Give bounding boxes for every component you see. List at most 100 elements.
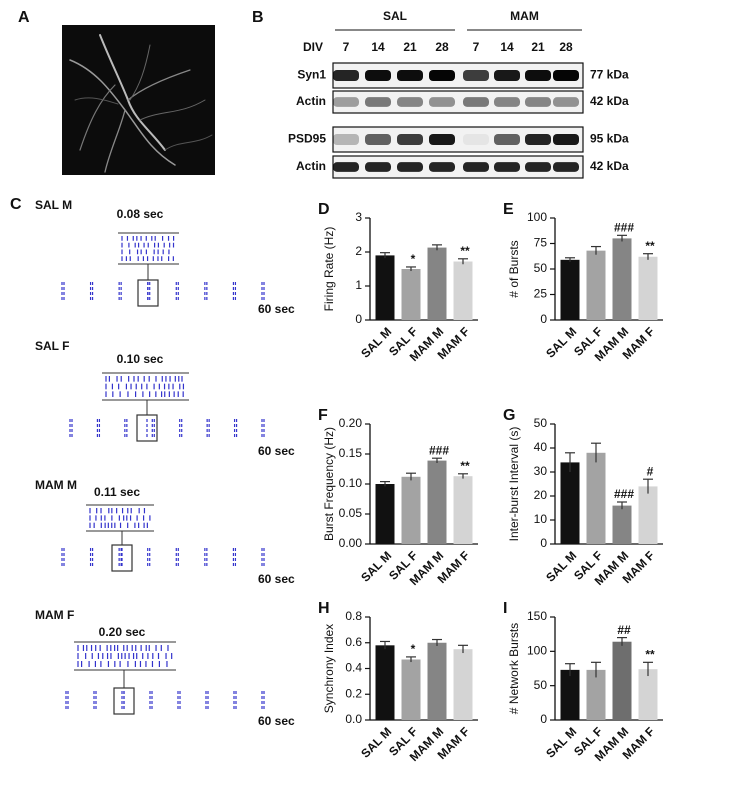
y-tick-label: 1 (355, 278, 362, 292)
bar (375, 645, 395, 720)
y-tick-label: 0.00 (339, 536, 363, 550)
duration-label: 60 sec (258, 444, 295, 458)
significance: ### (614, 487, 634, 501)
y-axis-label: Inter-burst Interval (s) (507, 427, 521, 542)
blot-band (429, 97, 455, 107)
significance: ### (614, 221, 634, 235)
zoom-box (137, 279, 159, 307)
group-label: MAM (510, 9, 539, 23)
row-label: Actin (296, 94, 326, 108)
bar (586, 669, 606, 720)
recording-name: SAL F (35, 339, 69, 353)
significance: ** (460, 459, 470, 473)
row-label: Syn1 (297, 68, 326, 82)
bar (427, 247, 447, 320)
y-tick-label: 150 (527, 609, 547, 623)
panel-label: G (503, 407, 515, 424)
zoom-box (111, 544, 133, 572)
bar (401, 269, 421, 320)
window-label: 0.08 sec (117, 207, 164, 221)
blot-band (397, 70, 423, 81)
significance: ### (429, 443, 449, 457)
blot-band (333, 162, 359, 172)
blot-band (494, 134, 520, 145)
y-tick-label: 20 (534, 488, 548, 502)
y-tick-label: 75 (534, 236, 548, 250)
row-label: PSD95 (288, 132, 326, 146)
div-value: 14 (500, 40, 514, 54)
y-tick-label: 0 (540, 536, 547, 550)
blot-band (463, 134, 489, 145)
blot-band (525, 134, 551, 145)
size-label: 42 kDa (590, 159, 629, 173)
size-label: 42 kDa (590, 94, 629, 108)
row-label: Actin (296, 159, 326, 173)
size-label: 95 kDa (590, 132, 629, 146)
blot-band (365, 70, 391, 81)
bar (375, 255, 395, 320)
significance: ** (645, 239, 655, 253)
duration-label: 60 sec (258, 572, 295, 586)
div-value: 28 (435, 40, 449, 54)
bar (401, 476, 421, 544)
blot-band (553, 97, 579, 107)
raster: SAL F 0.10 sec 60 sec (35, 339, 295, 458)
bar (401, 659, 421, 720)
window-label: 0.11 sec (94, 485, 140, 499)
y-axis-label: # of Bursts (507, 240, 521, 297)
recording-name: MAM F (35, 608, 74, 622)
blot-band (429, 162, 455, 172)
raster: MAM F 0.20 sec 60 sec (35, 608, 295, 728)
div-label: DIV (303, 40, 323, 54)
bar (375, 484, 395, 544)
blot-band (553, 162, 579, 172)
blot-band (525, 70, 551, 81)
y-axis-label: Firing Rate (Hz) (322, 227, 336, 312)
y-tick-label: 0.6 (345, 635, 362, 649)
blot-band (333, 134, 359, 145)
blot-band (429, 70, 455, 81)
panel-label: H (318, 600, 330, 617)
div-value: 28 (559, 40, 573, 54)
bar (612, 641, 632, 720)
y-tick-label: 100 (527, 644, 547, 658)
y-tick-label: 0.05 (339, 506, 363, 520)
blot-strip (332, 90, 584, 114)
div-value: 7 (343, 40, 350, 54)
y-tick-label: 100 (527, 210, 547, 224)
blot-band (525, 162, 551, 172)
bar (560, 259, 580, 320)
significance: # (647, 464, 654, 478)
y-tick-label: 50 (534, 678, 548, 692)
blot-band (429, 134, 455, 145)
blot-band (463, 97, 489, 107)
zoom-box (113, 687, 135, 715)
bar (453, 476, 473, 544)
div-value: 7 (473, 40, 480, 54)
significance: * (411, 252, 416, 266)
panel-label: A (18, 9, 30, 26)
div-value: 21 (531, 40, 545, 54)
bar (427, 642, 447, 720)
blot-band (494, 97, 520, 107)
y-tick-label: 0.2 (345, 686, 362, 700)
significance: * (411, 642, 416, 656)
blot-band (463, 162, 489, 172)
y-tick-label: 0.8 (345, 609, 362, 623)
blot-band (397, 97, 423, 107)
y-tick-label: 0.20 (339, 416, 363, 430)
raster: MAM M 0.11 sec 60 sec (35, 478, 295, 586)
group-label: SAL (383, 9, 407, 23)
window-label: 0.10 sec (117, 352, 164, 366)
bar (560, 462, 580, 544)
blot-band (397, 134, 423, 145)
y-axis-label: # Network Bursts (507, 623, 521, 714)
panel-label: C (10, 196, 22, 213)
y-tick-label: 0 (355, 312, 362, 326)
bar (638, 256, 658, 320)
bar (638, 486, 658, 544)
y-tick-label: 25 (534, 287, 548, 301)
panel-label: D (318, 201, 330, 218)
bar (612, 238, 632, 320)
